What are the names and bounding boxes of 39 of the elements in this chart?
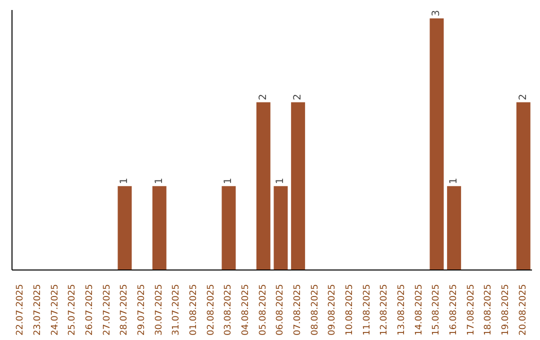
- x-tick-label: 01.08.2025: [189, 284, 199, 336]
- x-tick-label: 17.08.2025: [466, 284, 476, 336]
- x-tick-label: 12.08.2025: [380, 284, 390, 336]
- data-label: 2: [292, 94, 304, 100]
- x-tick-label: 05.08.2025: [258, 284, 268, 336]
- x-tick-label: 20.08.2025: [518, 284, 528, 336]
- x-tick-label: 11.08.2025: [362, 284, 372, 336]
- x-tick-label: 19.08.2025: [501, 284, 511, 336]
- x-tick-label: 14.08.2025: [414, 284, 424, 336]
- data-label: 1: [154, 178, 165, 184]
- x-tick-label: 24.07.2025: [50, 284, 60, 336]
- x-tick-label: 28.07.2025: [120, 284, 130, 336]
- data-label: 2: [258, 94, 269, 100]
- data-label: 1: [275, 178, 286, 184]
- x-tick-label: 18.08.2025: [484, 284, 494, 336]
- x-tick-label: 10.08.2025: [345, 284, 355, 336]
- x-tick-label: 25.07.2025: [68, 284, 78, 336]
- x-tick-label: 26.07.2025: [85, 284, 95, 336]
- x-tick-label: 07.08.2025: [293, 284, 303, 336]
- x-tick-label: 22.07.2025: [16, 284, 26, 336]
- x-tick-label: 08.08.2025: [310, 284, 320, 336]
- x-tick-label: 16.08.2025: [449, 284, 459, 336]
- x-tick-label: 31.07.2025: [172, 284, 182, 336]
- x-tick-label: 27.07.2025: [102, 284, 112, 336]
- x-tick-label: 13.08.2025: [397, 284, 407, 336]
- data-label: 1: [448, 178, 460, 184]
- x-tick-label: 15.08.2025: [432, 284, 442, 336]
- data-label: 3: [431, 10, 442, 16]
- x-tick-label: 02.08.2025: [206, 284, 216, 336]
- x-tick-label: 29.07.2025: [137, 284, 147, 336]
- data-label: 1: [119, 178, 130, 184]
- x-tick-label: 30.07.2025: [154, 284, 164, 336]
- x-tick-label: 09.08.2025: [328, 284, 338, 336]
- x-tick-label: 23.07.2025: [33, 284, 43, 336]
- x-tick-label: 04.08.2025: [241, 284, 251, 336]
- x-tick-label: 03.08.2025: [224, 284, 234, 336]
- data-label: 1: [223, 178, 234, 184]
- x-tick-label: 06.08.2025: [276, 284, 286, 336]
- data-label: 2: [518, 94, 529, 100]
